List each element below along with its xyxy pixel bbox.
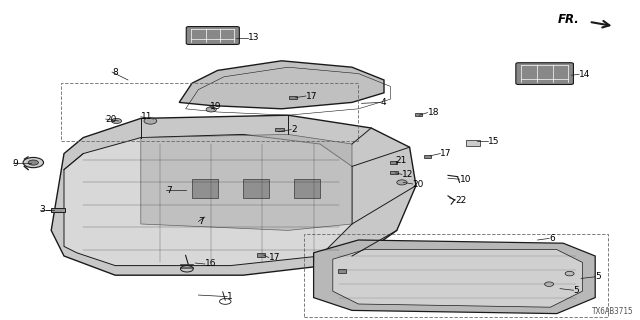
Bar [466, 140, 480, 146]
Polygon shape [333, 250, 582, 307]
Circle shape [545, 282, 554, 286]
Circle shape [28, 160, 38, 165]
Circle shape [397, 180, 407, 185]
Text: 18: 18 [428, 108, 439, 117]
Polygon shape [179, 61, 384, 109]
Text: 9: 9 [13, 159, 19, 168]
Circle shape [111, 118, 122, 124]
Text: TX6AB3715: TX6AB3715 [592, 307, 634, 316]
Polygon shape [314, 240, 595, 314]
Bar [415, 113, 422, 116]
Text: 7: 7 [166, 186, 172, 195]
Text: 7: 7 [198, 217, 204, 226]
Text: 20: 20 [106, 115, 117, 124]
Text: 13: 13 [248, 33, 260, 42]
Text: 20: 20 [413, 180, 424, 188]
Bar [338, 269, 346, 273]
Bar [51, 208, 65, 212]
Text: 5: 5 [573, 286, 579, 295]
Text: 15: 15 [488, 137, 499, 146]
Text: 5: 5 [595, 272, 601, 281]
Bar [390, 171, 398, 174]
Circle shape [144, 118, 157, 124]
Text: 2: 2 [291, 125, 297, 134]
Bar [304, 234, 608, 317]
Text: 17: 17 [306, 92, 317, 100]
Bar [192, 179, 218, 198]
FancyBboxPatch shape [186, 27, 239, 44]
Text: 21: 21 [396, 156, 407, 165]
Bar [289, 96, 297, 99]
Circle shape [23, 157, 44, 168]
Text: 17: 17 [440, 149, 452, 158]
Bar [390, 161, 397, 164]
Bar [61, 83, 358, 141]
Bar [275, 128, 284, 131]
Text: 22: 22 [456, 196, 467, 204]
Bar [257, 253, 265, 257]
Circle shape [565, 271, 574, 276]
FancyBboxPatch shape [516, 63, 573, 84]
Text: FR.: FR. [557, 13, 579, 26]
Text: 11: 11 [141, 112, 152, 121]
Text: 10: 10 [460, 175, 471, 184]
Bar [243, 179, 269, 198]
Polygon shape [51, 115, 416, 275]
Text: 6: 6 [549, 234, 555, 243]
Text: 4: 4 [381, 98, 387, 107]
Text: 14: 14 [579, 70, 591, 79]
Text: 17: 17 [269, 253, 280, 262]
Bar [424, 155, 431, 158]
Polygon shape [141, 134, 352, 230]
Polygon shape [64, 134, 352, 266]
Text: 19: 19 [210, 102, 221, 111]
Text: 3: 3 [40, 205, 45, 214]
Text: 8: 8 [112, 68, 118, 76]
Text: 16: 16 [205, 260, 216, 268]
Text: 1: 1 [227, 292, 233, 301]
Bar [294, 179, 320, 198]
Text: 12: 12 [402, 170, 413, 179]
Circle shape [206, 107, 216, 112]
